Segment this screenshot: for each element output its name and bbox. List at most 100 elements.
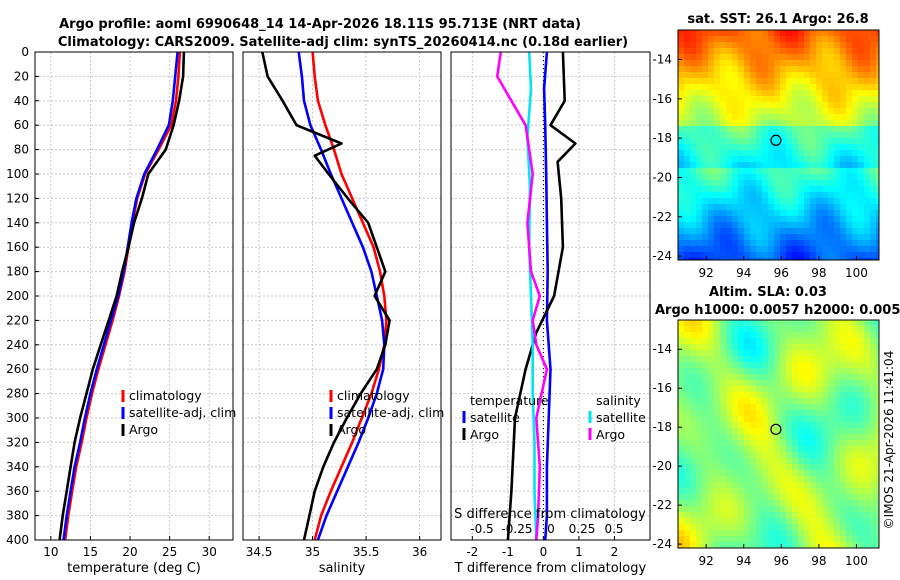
map-cell — [696, 386, 703, 393]
secondary-tick-label: 0.5 — [604, 522, 623, 536]
map-cell — [696, 30, 703, 37]
map-cell — [804, 54, 811, 61]
map-cell — [810, 84, 817, 91]
map-cell — [684, 66, 691, 73]
map-cell — [762, 192, 769, 199]
map-cell — [828, 332, 835, 339]
map-cell — [720, 536, 727, 543]
map-cell — [750, 524, 757, 531]
map-cell — [720, 362, 727, 369]
map-cell — [708, 422, 715, 429]
depth-tick-label: 340 — [6, 460, 29, 474]
map-cell — [696, 344, 703, 351]
map-cell — [786, 186, 793, 193]
map-cell — [846, 240, 853, 247]
map-cell — [792, 138, 799, 145]
map-cell — [762, 494, 769, 501]
axes-frame — [450, 51, 651, 541]
map-cell — [750, 132, 757, 139]
map-cell — [816, 434, 823, 441]
map-cell — [684, 506, 691, 513]
map-cell — [870, 240, 877, 247]
map-cell — [840, 422, 847, 429]
map-cell — [702, 168, 709, 175]
map-cell — [702, 150, 709, 157]
map-cell — [816, 162, 823, 169]
map-cell — [720, 84, 727, 91]
map-cell — [732, 428, 739, 435]
map-cell — [738, 410, 745, 417]
map-cell — [690, 174, 697, 181]
map-cell — [744, 512, 751, 519]
map-cell — [870, 186, 877, 193]
map-cell — [822, 54, 829, 61]
map-cell — [708, 78, 715, 85]
map-cell — [762, 30, 769, 37]
map-cell — [768, 368, 775, 375]
map-cell — [768, 440, 775, 447]
map-cell — [744, 542, 751, 548]
map-cell — [834, 536, 841, 543]
map-cell — [738, 240, 745, 247]
map-cell — [702, 258, 709, 260]
map-cell — [852, 228, 859, 235]
map-cell — [810, 410, 817, 417]
map-cell — [756, 320, 763, 327]
map-cell — [762, 126, 769, 133]
map-cell — [864, 344, 871, 351]
map-cell — [696, 246, 703, 253]
map-cell — [696, 90, 703, 97]
map-cell — [852, 84, 859, 91]
map-cell — [810, 488, 817, 495]
map-cell — [774, 246, 781, 253]
map-cell — [816, 66, 823, 73]
map-cell — [750, 96, 757, 103]
map-cell — [828, 506, 835, 513]
map-cell — [732, 350, 739, 357]
map-cell — [834, 542, 841, 548]
map-cell — [678, 78, 685, 85]
map-cell — [792, 416, 799, 423]
map-cell — [798, 320, 805, 327]
map-cell — [804, 192, 811, 199]
map-cell — [876, 72, 879, 79]
map-cell — [720, 440, 727, 447]
lat-tick-label: -14 — [652, 342, 672, 356]
map-cell — [858, 210, 865, 217]
map-cell — [798, 42, 805, 49]
map-cell — [744, 482, 751, 489]
map-cell — [786, 476, 793, 483]
map-cell — [690, 332, 697, 339]
map-cell — [738, 440, 745, 447]
map-cell — [702, 198, 709, 205]
map-cell — [792, 234, 799, 241]
map-cell — [810, 102, 817, 109]
map-cell — [726, 210, 733, 217]
map-cell — [792, 530, 799, 537]
map-cell — [690, 338, 697, 345]
depth-tick-label: 380 — [6, 509, 29, 523]
map-cell — [786, 126, 793, 133]
map-cell — [798, 234, 805, 241]
map-cell — [726, 464, 733, 471]
map-cell — [816, 132, 823, 139]
map-cell — [744, 416, 751, 423]
map-cell — [870, 416, 877, 423]
map-cell — [732, 168, 739, 175]
map-cell — [708, 30, 715, 37]
map-cell — [756, 36, 763, 43]
map-cell — [804, 362, 811, 369]
map-cell — [768, 482, 775, 489]
map-cell — [678, 48, 685, 55]
map-cell — [750, 506, 757, 513]
map-cell — [762, 416, 769, 423]
map-cell — [750, 416, 757, 423]
map-cell — [678, 464, 685, 471]
map-cell — [696, 440, 703, 447]
lat-tick-label: -18 — [652, 420, 672, 434]
legend-title-temperature: temperature — [470, 393, 549, 408]
map-cell — [678, 428, 685, 435]
map-cell — [876, 350, 879, 357]
map-cell — [678, 470, 685, 477]
map-cell — [828, 368, 835, 375]
